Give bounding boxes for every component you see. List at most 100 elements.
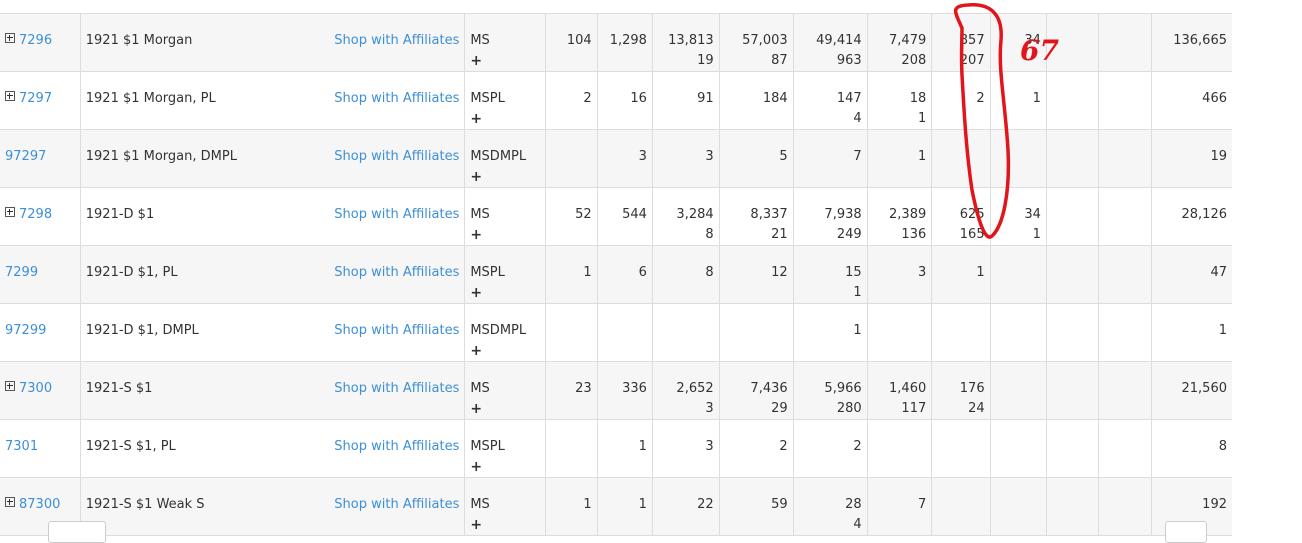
grade-count-cell [1097, 419, 1152, 478]
grade-count-cell [989, 245, 1047, 304]
grade-count-cell: 544 [596, 187, 653, 246]
grade-count-cell: 49,414 963 [792, 13, 868, 72]
pagination-next-button[interactable] [1165, 521, 1207, 543]
coin-id-link[interactable]: 97297 [5, 149, 47, 164]
pagination-prev-button[interactable] [48, 521, 106, 543]
expand-plus-icon[interactable] [5, 207, 15, 217]
table-row: 7297 1921 $1 Morgan, PL Shop with Affiliat… [0, 71, 1232, 130]
grade-count-cell: 2 [931, 71, 991, 130]
grade-count-cell [1045, 303, 1099, 362]
grade-count: 2 [779, 439, 788, 454]
add-plus-button[interactable]: + [470, 111, 483, 127]
grade-plus-count: 24 [968, 401, 985, 416]
grade-plus-count: 19 [697, 53, 714, 68]
expand-plus-icon[interactable] [5, 33, 15, 43]
coin-id-link[interactable]: 7299 [5, 265, 39, 280]
add-plus-button[interactable]: + [470, 53, 483, 69]
total-cell: 8 [1151, 419, 1232, 478]
total-count: 21,560 [1181, 381, 1228, 396]
population-table: 7296 1921 $1 Morgan Shop with Affiliates MS… [0, 13, 1232, 536]
coin-id-link[interactable]: 7300 [19, 381, 53, 396]
grade-count-cell: 2,652 3 [651, 361, 720, 420]
total-cell: 28,126 [1151, 187, 1232, 246]
total-count: 8 [1218, 439, 1227, 454]
grade-count-cell [931, 129, 991, 188]
grade-plus-count: 3 [705, 401, 714, 416]
shop-affiliates-link[interactable]: Shop with Affiliates [334, 207, 460, 222]
table-row: 7300 1921-S $1 Shop with Affiliates MS +23 33… [0, 361, 1232, 420]
grade-plus-count: 87 [771, 53, 788, 68]
grade-count-cell: 3 [866, 245, 932, 304]
grade-count-cell [1097, 477, 1152, 536]
coin-id-link[interactable]: 7296 [19, 33, 53, 48]
coin-name: 1921 $1 Morgan [85, 33, 193, 48]
grade-count: 15 [845, 265, 862, 280]
coin-id-link[interactable]: 7301 [5, 439, 39, 454]
shop-affiliates-link[interactable]: Shop with Affiliates [334, 33, 460, 48]
expand-plus-icon[interactable] [5, 91, 15, 101]
shop-affiliates-link[interactable]: Shop with Affiliates [334, 497, 460, 512]
grade-count-cell [866, 303, 932, 362]
add-plus-button[interactable]: + [470, 401, 483, 417]
shop-affiliates-link[interactable]: Shop with Affiliates [334, 149, 460, 164]
add-plus-button[interactable]: + [470, 517, 483, 533]
total-cell: 466 [1151, 71, 1232, 130]
grade-count-cell [989, 129, 1047, 188]
grade-count-cell: 857 207 [931, 13, 991, 72]
designation-label: MSDMPL [470, 323, 527, 338]
grade-count-cell: 8 [651, 245, 720, 304]
coin-name: 1921-S $1 [85, 381, 153, 396]
designation-label: MS [470, 33, 490, 48]
grade-count: 3,284 [676, 207, 714, 222]
grade-count-cell: 34 [989, 13, 1047, 72]
shop-affiliates-link[interactable]: Shop with Affiliates [334, 265, 460, 280]
add-plus-button[interactable]: + [470, 169, 483, 185]
grade-count-cell [596, 303, 653, 362]
designation-label: MS [470, 497, 490, 512]
coin-id-cell: 7296 [0, 13, 81, 72]
grade-count-cell: 3 [651, 419, 720, 478]
grade-count-cell: 625 165 [931, 187, 991, 246]
grade-count-cell: 176 24 [931, 361, 991, 420]
grade-plus-count: 1 [1032, 227, 1041, 242]
shop-affiliates-link[interactable]: Shop with Affiliates [334, 91, 460, 106]
shop-affiliates-link[interactable]: Shop with Affiliates [334, 323, 460, 338]
grade-count: 49,414 [816, 33, 862, 48]
shop-affiliates-link[interactable]: Shop with Affiliates [334, 381, 460, 396]
shop-affiliates-link[interactable]: Shop with Affiliates [334, 439, 460, 454]
total-count: 19 [1210, 149, 1227, 164]
grade-count-cell [866, 419, 932, 478]
grade-count: 857 [959, 33, 985, 48]
designation-cell: MSPL + [464, 245, 546, 304]
table-row: 7298 1921-D $1 Shop with Affiliates MS +52 54… [0, 187, 1232, 246]
grade-count: 91 [697, 91, 714, 106]
grade-count: 1,460 [889, 381, 927, 396]
grade-count-cell [1045, 71, 1099, 130]
add-plus-button[interactable]: + [470, 343, 483, 359]
grade-count-cell: 1,298 [596, 13, 653, 72]
coin-id-link[interactable]: 87300 [19, 497, 61, 512]
grade-count-cell [718, 303, 794, 362]
grade-count-cell: 1 [596, 477, 653, 536]
grade-count: 544 [622, 207, 647, 222]
grade-plus-count: 21 [771, 227, 788, 242]
grade-count: 7 [853, 149, 862, 164]
grade-count: 7,479 [889, 33, 927, 48]
expand-plus-icon[interactable] [5, 497, 15, 507]
grade-count-cell [1045, 477, 1099, 536]
add-plus-button[interactable]: + [470, 285, 483, 301]
grade-count: 28 [845, 497, 862, 512]
grade-count: 2 [583, 91, 592, 106]
grade-count-cell: 5,966 280 [792, 361, 868, 420]
grade-count: 1 [638, 439, 647, 454]
coin-id-link[interactable]: 7298 [19, 207, 53, 222]
grade-count: 59 [771, 497, 788, 512]
coin-id-link[interactable]: 97299 [5, 323, 47, 338]
expand-plus-icon[interactable] [5, 381, 15, 391]
grade-count: 3 [705, 149, 714, 164]
grade-count-cell [1097, 245, 1152, 304]
add-plus-button[interactable]: + [470, 227, 483, 243]
add-plus-button[interactable]: + [470, 459, 483, 475]
coin-name: 1921-D $1, DMPL [85, 323, 199, 338]
coin-id-link[interactable]: 7297 [19, 91, 53, 106]
